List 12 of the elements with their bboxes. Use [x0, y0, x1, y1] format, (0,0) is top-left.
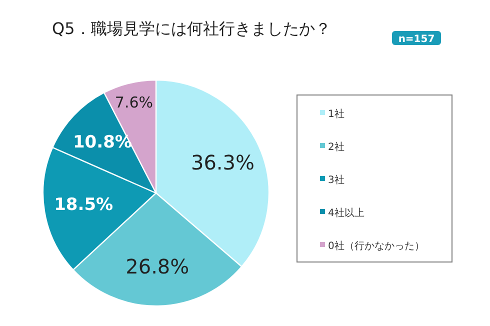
data-label: 26.8%: [126, 254, 190, 278]
chart-title: Q5．職場見学には何社行きましたか？: [52, 19, 331, 38]
data-label: 36.3%: [190, 150, 255, 174]
data-label: 7.6%: [114, 93, 154, 112]
data-label: 18.5%: [54, 195, 114, 216]
data-label: 10.8%: [72, 132, 132, 153]
legend-label: 2社: [328, 141, 344, 153]
legend-label: 1社: [328, 108, 344, 120]
legend-label: 4社以上: [328, 207, 364, 219]
legend-label: 0社（行かなかった）: [328, 240, 424, 252]
legend-label: 3社: [328, 174, 344, 186]
chart-subtitle: n=157: [398, 34, 435, 45]
